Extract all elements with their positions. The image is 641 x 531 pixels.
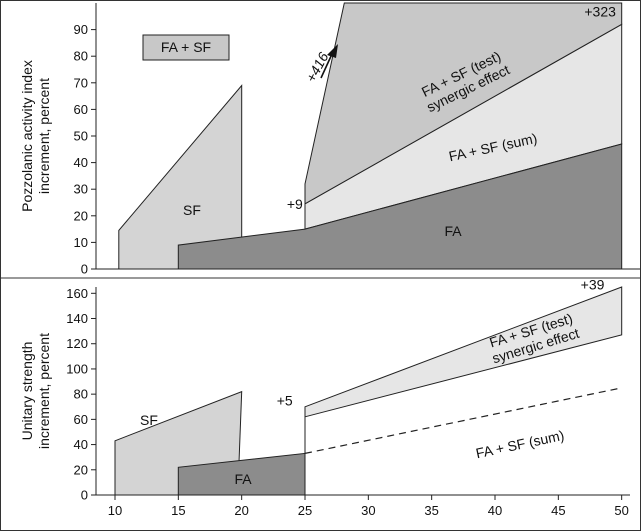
y-tick-label: 30 bbox=[74, 182, 88, 197]
y-axis-label-line: increment, percent bbox=[36, 333, 52, 449]
region-fa bbox=[177, 143, 623, 270]
y-axis-label: Pozzolanic activity indexincrement, perc… bbox=[19, 60, 52, 212]
x-tick-label: 25 bbox=[298, 503, 312, 518]
label-fa: FA bbox=[234, 471, 252, 487]
y-tick-label: 50 bbox=[74, 129, 88, 144]
arrow-head bbox=[327, 44, 338, 58]
label-sf: SF bbox=[140, 412, 158, 428]
legend-label: FA + SF bbox=[161, 39, 211, 55]
y-tick-label: 40 bbox=[74, 437, 88, 452]
x-tick-label: 30 bbox=[361, 503, 375, 518]
region-synergy bbox=[304, 2, 623, 205]
y-tick-label: 0 bbox=[81, 262, 88, 277]
y-tick-label: 60 bbox=[74, 412, 88, 427]
annotation-plus5: +5 bbox=[277, 392, 293, 408]
annotation-plus323: +323 bbox=[584, 3, 616, 19]
y-tick-label: 120 bbox=[66, 336, 88, 351]
y-tick-label: 70 bbox=[74, 75, 88, 90]
y-tick-label: 20 bbox=[74, 208, 88, 223]
y-tick-label: 10 bbox=[74, 235, 88, 250]
annotation-plus9: +9 bbox=[287, 196, 303, 212]
y-tick-label: 0 bbox=[81, 488, 88, 503]
label-fa: FA bbox=[444, 223, 462, 239]
x-tick-label: 10 bbox=[108, 503, 122, 518]
y-tick-label: 80 bbox=[74, 387, 88, 402]
x-tick-label: 20 bbox=[234, 503, 248, 518]
y-axis-label: Unitary strengthincrement, percent bbox=[19, 333, 52, 449]
arrow-shaft bbox=[320, 53, 333, 79]
y-axis-label-line: Unitary strength bbox=[19, 342, 35, 441]
y-tick-label: 90 bbox=[74, 22, 88, 37]
annotation-plus39: +39 bbox=[581, 277, 605, 293]
y-tick-label: 80 bbox=[74, 49, 88, 64]
x-tick-label: 45 bbox=[551, 503, 565, 518]
y-tick-label: 100 bbox=[66, 361, 88, 376]
x-tick-label: 15 bbox=[171, 503, 185, 518]
dashed-sum-line bbox=[304, 387, 622, 454]
top-chart: 0 10 20 30 40 50 60 70 80 90 Pozzolanic activity i… bbox=[19, 2, 640, 277]
y-axis-label-line: increment, percent bbox=[36, 78, 52, 194]
y-tick-label: 60 bbox=[74, 102, 88, 117]
legend-box bbox=[142, 34, 230, 61]
x-tick-label: 35 bbox=[424, 503, 438, 518]
label-sf: SF bbox=[183, 202, 201, 218]
y-tick-label: 140 bbox=[66, 311, 88, 326]
region-synergy bbox=[304, 286, 623, 418]
x-tick-label: 40 bbox=[488, 503, 502, 518]
y-tick-label: 40 bbox=[74, 155, 88, 170]
y-axis-label-line: Pozzolanic activity index bbox=[19, 60, 35, 212]
x-tick-label: 50 bbox=[614, 503, 628, 518]
y-tick-label: 160 bbox=[66, 286, 88, 301]
y-tick-label: 20 bbox=[74, 462, 88, 477]
